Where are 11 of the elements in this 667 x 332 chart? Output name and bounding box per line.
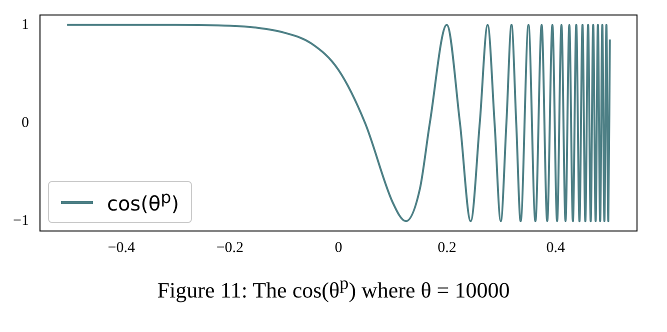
caption: Figure 11: The cos(θ$^{p}$) where θ = 10000 (156, 273, 511, 304)
x-tick-label: 0 (334, 240, 342, 256)
x-tick-label: 0.2 (438, 240, 456, 256)
x-tick-label: −0.4 (108, 240, 136, 256)
line-series (66, 24, 611, 222)
y-tick-label: 1 (21, 16, 29, 33)
x-tick-label: 0.4 (546, 240, 566, 256)
y-tick-label: −1 (12, 213, 29, 230)
legend-label: cos(θ$^{p}$) (106, 188, 180, 216)
x-tick-label: −0.2 (216, 240, 244, 256)
y-tick-label: 0 (21, 114, 29, 131)
